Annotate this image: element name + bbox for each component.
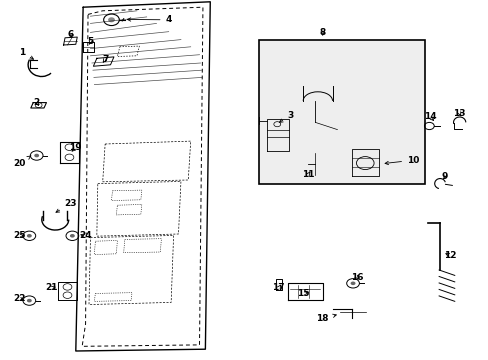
Text: 7: 7 bbox=[102, 55, 108, 64]
Text: 18: 18 bbox=[316, 314, 336, 323]
Text: 12: 12 bbox=[443, 251, 455, 260]
Circle shape bbox=[27, 299, 32, 302]
Circle shape bbox=[70, 234, 75, 238]
FancyBboxPatch shape bbox=[259, 40, 425, 184]
Circle shape bbox=[27, 234, 32, 238]
Text: 2: 2 bbox=[34, 98, 40, 107]
Text: 17: 17 bbox=[272, 284, 285, 292]
Text: 3: 3 bbox=[279, 111, 293, 122]
Text: 5: 5 bbox=[87, 37, 93, 46]
Text: 25: 25 bbox=[13, 231, 26, 240]
Text: 22: 22 bbox=[13, 294, 26, 303]
Text: 20: 20 bbox=[13, 156, 31, 168]
Text: 8: 8 bbox=[319, 28, 325, 37]
Text: 14: 14 bbox=[423, 112, 436, 121]
Text: 15: 15 bbox=[296, 289, 309, 298]
Circle shape bbox=[108, 17, 115, 22]
Circle shape bbox=[34, 154, 39, 157]
Circle shape bbox=[350, 282, 355, 285]
Text: 23: 23 bbox=[56, 199, 77, 212]
Text: 6: 6 bbox=[68, 30, 74, 39]
Text: 16: 16 bbox=[350, 273, 363, 282]
Text: 4: 4 bbox=[127, 15, 172, 24]
Text: 11: 11 bbox=[301, 170, 314, 179]
Text: 21: 21 bbox=[45, 284, 58, 292]
Text: 13: 13 bbox=[452, 109, 465, 118]
Text: 19: 19 bbox=[69, 143, 82, 152]
Text: 10: 10 bbox=[385, 156, 419, 165]
Text: 1: 1 bbox=[19, 48, 34, 59]
Text: 9: 9 bbox=[441, 172, 447, 181]
Text: 24: 24 bbox=[79, 231, 92, 240]
